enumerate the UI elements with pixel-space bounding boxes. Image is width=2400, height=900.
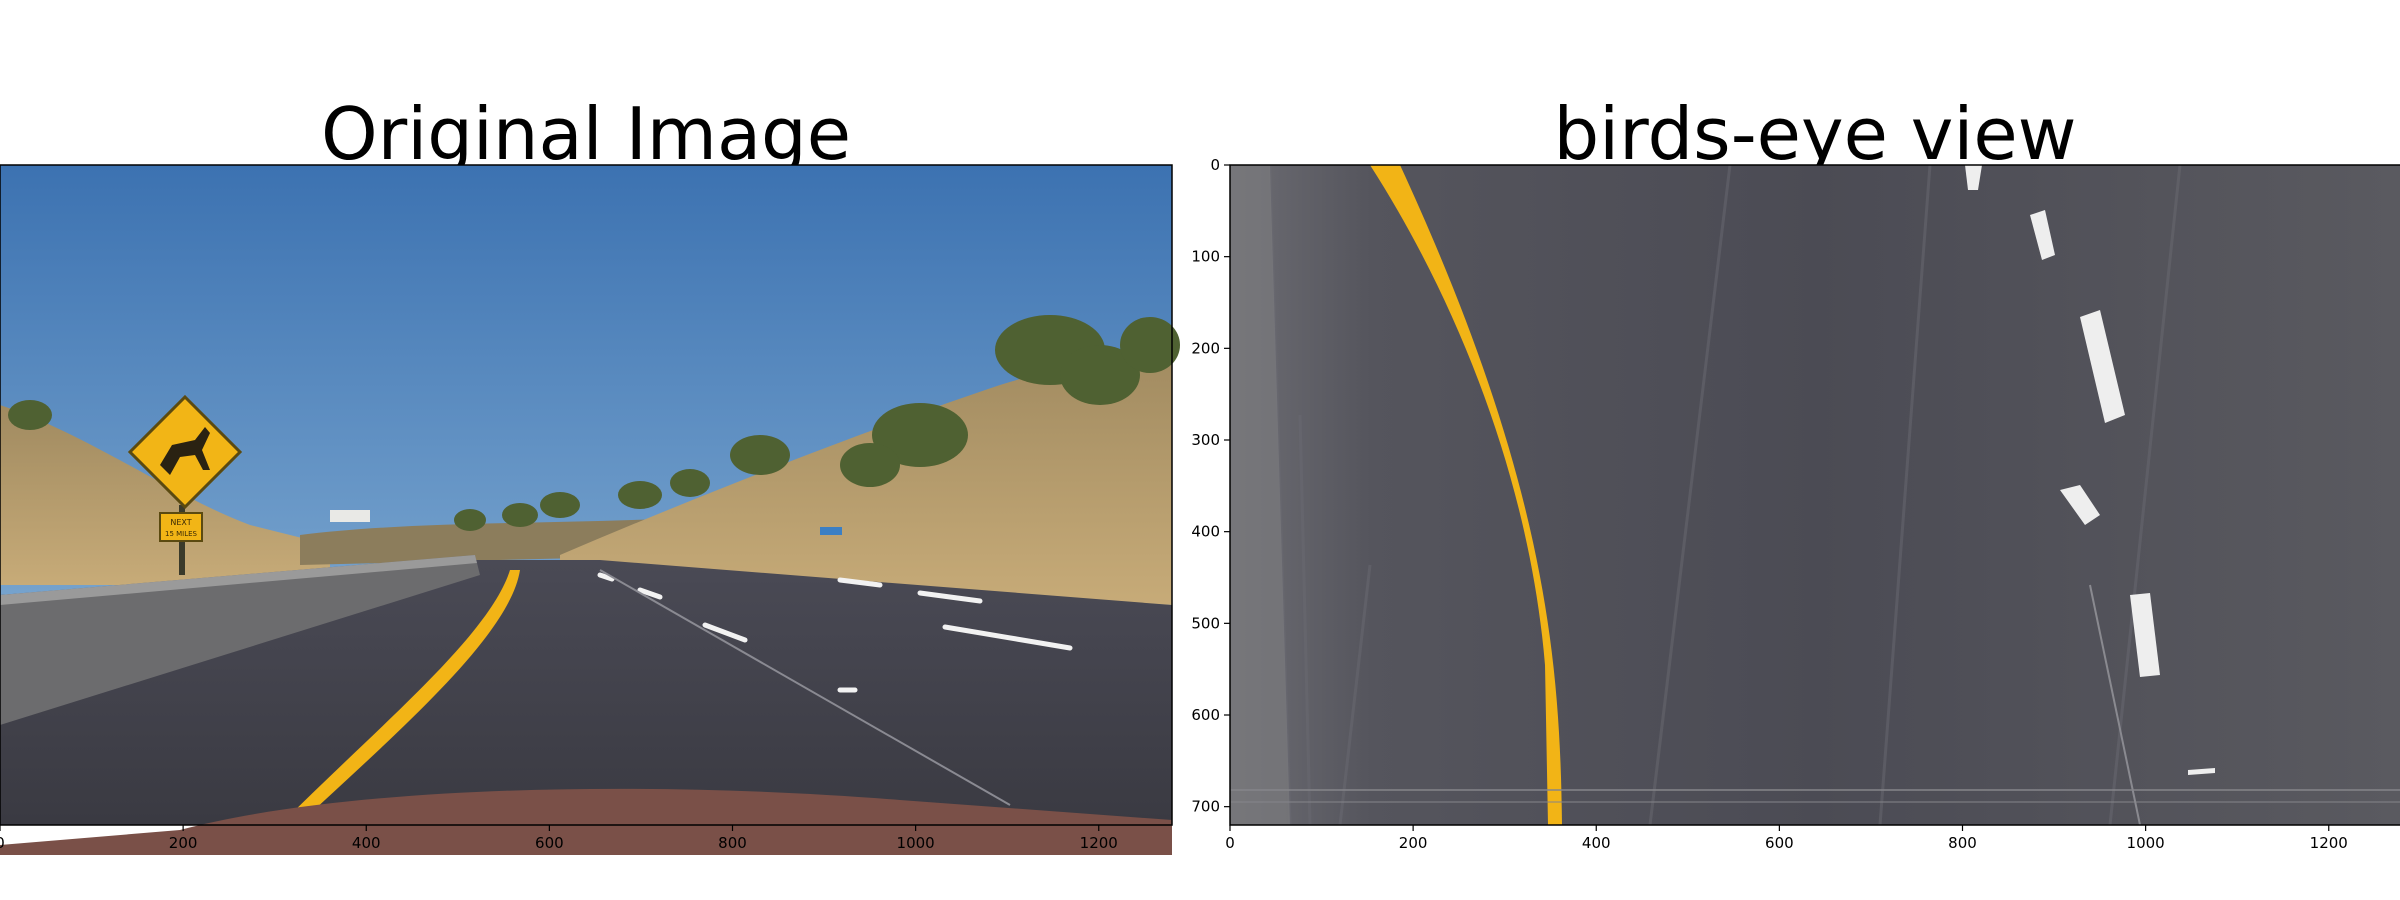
- sign-text-line1: NEXT: [170, 518, 191, 527]
- left-x-tick-label: 1000: [897, 834, 935, 852]
- right-y-tick-label: 400: [1191, 523, 1220, 541]
- deer-icon: [160, 427, 210, 475]
- left-x-tick-label: 400: [352, 834, 381, 852]
- trees: [8, 315, 1180, 531]
- left-x-axis: 0 200 400 600 800 1000 1200: [0, 825, 1118, 852]
- right-x-tick-label: 200: [1399, 834, 1428, 852]
- right-y-tick-label: 600: [1191, 706, 1220, 724]
- birds-eye-panel: 0 200 400 600 800 1000 1200 0 100 200 300 400 500 60…: [1191, 156, 2400, 852]
- right-x-tick-label: 800: [1948, 834, 1977, 852]
- right-axes-frame: [1229, 164, 2400, 826]
- left-x-tick-label: 0: [0, 834, 5, 852]
- left-hillside: [0, 405, 330, 585]
- right-x-tick-label: 0: [1225, 834, 1235, 852]
- left-x-tick-label: 600: [535, 834, 564, 852]
- right-y-tick-label: 700: [1191, 798, 1220, 816]
- white-lane-dashes: [597, 572, 1073, 693]
- warped-white-dashes: [1965, 165, 2215, 775]
- road-photo: NEXT 15 MILES: [0, 165, 1180, 855]
- right-y-tick-label: 0: [1210, 156, 1220, 174]
- right-x-tick-label: 1000: [2127, 834, 2165, 852]
- right-x-tick-label: 600: [1765, 834, 1794, 852]
- blue-road-sign: [820, 527, 842, 535]
- right-x-axis: 0 200 400 600 800 1000 1200: [1225, 825, 2348, 852]
- left-axes-frame: [0, 164, 1173, 826]
- right-y-tick-label: 300: [1191, 431, 1220, 449]
- right-y-tick-label: 100: [1191, 248, 1220, 266]
- sign-text-line2: 15 MILES: [165, 530, 198, 538]
- right-x-tick-label: 400: [1582, 834, 1611, 852]
- median-barrier: [0, 555, 480, 725]
- right-panel-title: birds-eye view: [1553, 92, 2077, 176]
- right-x-tick-label: 1200: [2310, 834, 2348, 852]
- left-x-tick-label: 800: [718, 834, 747, 852]
- right-y-tick-label: 500: [1191, 614, 1220, 632]
- warped-road: [1230, 164, 2400, 826]
- car-hood: [0, 788, 1172, 855]
- distant-building: [330, 510, 370, 522]
- right-y-axis: 0 100 200 300 400 500 600 700: [1191, 156, 1230, 816]
- right-y-tick-label: 200: [1191, 339, 1220, 357]
- left-panel-title: Original Image: [320, 92, 852, 176]
- deer-crossing-sign: NEXT 15 MILES: [127, 394, 243, 575]
- left-x-tick-label: 200: [169, 834, 198, 852]
- original-image-panel: NEXT 15 MILES 0 200 400 600 800 1000 1200: [0, 164, 1180, 855]
- left-x-tick-label: 1200: [1080, 834, 1118, 852]
- warped-road-surface: [1230, 165, 2400, 825]
